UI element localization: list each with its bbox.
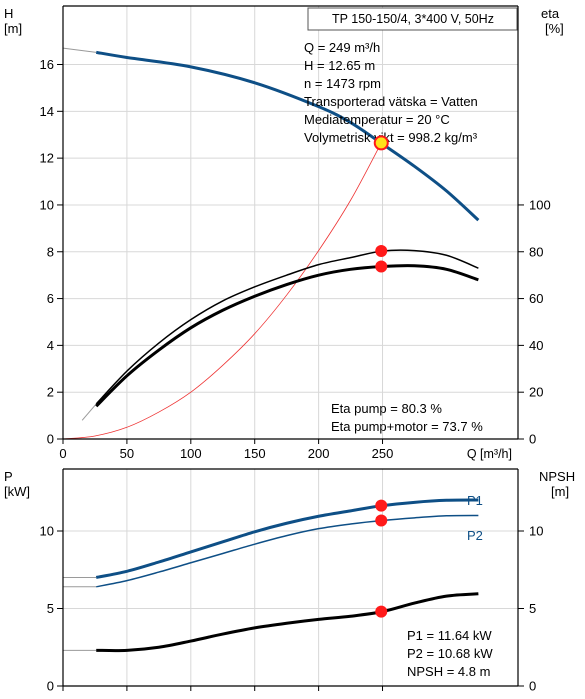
y2-tick-label: 40 [529, 338, 543, 353]
y-tick-label: 0 [47, 679, 54, 694]
y2-tick-label: 0 [529, 432, 536, 447]
series-label-p2: P2 [467, 528, 483, 543]
bottom-axes [57, 468, 524, 691]
info-line-speed: n = 1473 rpm [304, 76, 381, 91]
y-tick-label: 10 [40, 524, 54, 539]
info-lines: Q = 249 m³/h H = 12.65 m n = 1473 rpm Tr… [304, 40, 478, 145]
result-lines: P1 = 11.64 kW P2 = 10.68 kW NPSH = 4.8 m [407, 628, 493, 679]
info-line-temperature: Mediatemperatur = 20 °C [304, 112, 450, 127]
bottom-right-axis-title: NPSH [539, 469, 575, 484]
info-box-frame [307, 7, 518, 31]
y2-tick-label: 5 [529, 601, 536, 616]
info-line-density: Volymetrisk vikt = 998.2 kg/m³ [304, 130, 478, 145]
bottom-left-axis-title: P [4, 469, 13, 484]
duty-point-head [373, 135, 389, 151]
p2-curve [96, 514, 479, 588]
eta_pump-curve-extension [81, 403, 97, 421]
top-right-axis-unit: [%] [545, 21, 564, 36]
y-tick-label: 2 [47, 385, 54, 400]
head-curve [95, 50, 480, 222]
bottom-duty-points [375, 499, 388, 618]
top-curves [62, 47, 480, 440]
x-tick-label: 200 [308, 446, 330, 461]
duty-point [375, 245, 388, 258]
top-axes [57, 5, 524, 444]
duty-point [375, 514, 388, 527]
x-tick-label: 100 [180, 446, 202, 461]
top-left-axis-unit: [m] [4, 21, 22, 36]
info-box-title: TP 150-150/4, 3*400 V, 50Hz [332, 12, 494, 26]
top-grid [63, 6, 518, 439]
info-line-flow: Q = 249 m³/h [304, 40, 380, 55]
y2-tick-label: 10 [529, 524, 543, 539]
result-line-p1: P1 = 11.64 kW [407, 628, 492, 643]
x-tick-label: 250 [372, 446, 394, 461]
info-line-liquid: Transporterad vätska = Vatten [304, 94, 478, 109]
y2-tick-label: 0 [529, 679, 536, 694]
y2-tick-label: 80 [529, 244, 543, 259]
top-left-axis-title: H [4, 6, 13, 21]
y-tick-label: 8 [47, 244, 54, 259]
result-line-npsh: NPSH = 4.8 m [407, 664, 490, 679]
eta-lines: Eta pump = 80.3 % Eta pump+motor = 73.7 … [331, 401, 483, 434]
x-axis-label: Q [m³/h] [467, 447, 512, 461]
x-tick-label: 0 [59, 446, 66, 461]
y-tick-label: 10 [40, 197, 54, 212]
npsh-curve [96, 592, 479, 653]
y-tick-label: 16 [40, 57, 54, 72]
y-tick-label: 5 [47, 601, 54, 616]
x-tick-label: 150 [244, 446, 266, 461]
bottom-curves [63, 498, 479, 653]
x-tick-label: 50 [120, 446, 134, 461]
y-tick-label: 6 [47, 291, 54, 306]
bottom-right-axis-unit: [m] [551, 484, 569, 499]
eta-pump-curve [95, 249, 479, 405]
eta-pump-motor-curve [95, 264, 479, 408]
y-tick-label: 14 [40, 104, 54, 119]
top-duty-points [373, 135, 389, 273]
duty-point [375, 605, 388, 618]
eta-pump-line: Eta pump = 80.3 % [331, 401, 442, 416]
eta-pump-motor-line: Eta pump+motor = 73.7 % [331, 419, 483, 434]
bottom-left-axis-unit: [kW] [4, 484, 30, 499]
y2-tick-label: 100 [529, 197, 551, 212]
duty-point [375, 499, 388, 512]
system-curve-curve [62, 142, 382, 440]
y2-tick-label: 20 [529, 385, 543, 400]
duty-point [375, 260, 388, 273]
series-label-p1: P1 [467, 493, 483, 508]
y2-tick-label: 60 [529, 291, 543, 306]
info-line-head: H = 12.65 m [304, 58, 375, 73]
y-tick-label: 4 [47, 338, 54, 353]
p1-curve [95, 498, 479, 579]
y-tick-label: 12 [40, 151, 54, 166]
y-tick-label: 0 [47, 432, 54, 447]
result-line-p2: P2 = 10.68 kW [407, 646, 493, 661]
head-curve-extension [62, 47, 97, 53]
top-right-axis-title: eta [541, 6, 560, 21]
